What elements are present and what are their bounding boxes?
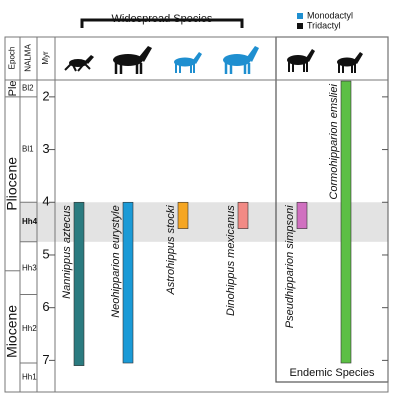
nalma-label: Hh4 [22,217,38,226]
species-label: Astrohippus stocki [165,205,177,296]
species-label: Dinohippus mexicanus [225,205,237,316]
nalma-label: Hh2 [22,324,37,333]
endemic-label: Endemic Species [290,367,375,379]
epoch-label: Ple [7,80,19,96]
nalma-label: Hh1 [22,373,37,382]
frame [4,36,389,393]
nalma-label: Bl2 [22,84,34,93]
epoch-label: Pliocene [4,157,20,211]
range-bar [122,201,134,364]
chart-title: Widespread Species [112,13,213,25]
species-label: Nannippus aztecus [61,205,73,299]
bracket [80,18,244,28]
column-header: NALMA [24,44,33,72]
y-tick-label: 4 [42,194,49,209]
horse-icons [64,46,363,74]
range-bar [296,201,308,229]
legend-label: Monodactyl [307,10,353,20]
range-bar [237,201,249,229]
y-tick-label: 3 [42,141,49,156]
y-tick-label: 6 [42,299,49,314]
legend-swatch [297,13,303,19]
range-bar [73,201,85,366]
species-label: Pseudhipparion simpsoni [284,205,296,328]
species-label: Neohipparion eurystyle [110,205,122,318]
y-tick-label: 2 [42,88,49,103]
range-bar [340,80,352,364]
species-label: Cormohipparion emsliei [328,84,340,200]
column-header: Epoch [8,47,17,70]
legend-label: Tridactyl [307,20,341,30]
y-tick-label: 5 [42,246,49,261]
epoch-label: Miocene [4,305,20,358]
range-bar [177,201,189,229]
column-header: Myr [41,51,50,65]
nalma-label: Hh3 [22,263,37,272]
y-tick-label: 7 [42,352,49,367]
legend-swatch [297,23,303,29]
nalma-label: Bl1 [22,145,34,154]
